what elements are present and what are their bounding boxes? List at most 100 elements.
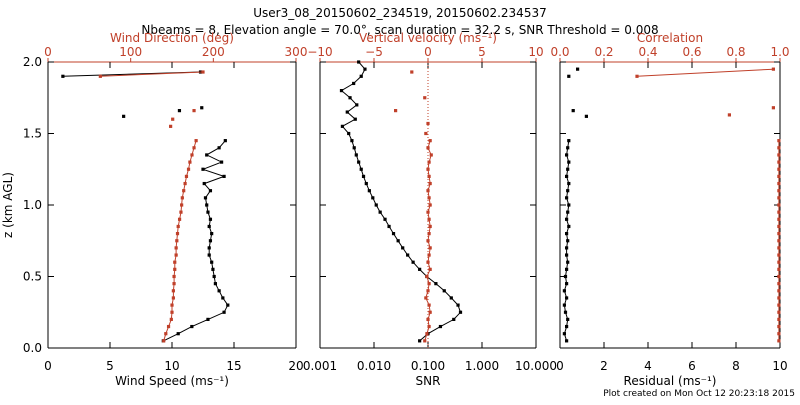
series-line	[100, 71, 204, 77]
data-point	[378, 210, 382, 214]
data-point	[401, 246, 405, 250]
data-point	[566, 189, 570, 193]
data-point	[201, 167, 205, 171]
data-point	[171, 117, 175, 121]
data-point	[567, 203, 571, 207]
series-5	[727, 106, 775, 117]
data-point	[565, 217, 569, 221]
data-point	[427, 174, 431, 178]
data-point	[410, 70, 414, 74]
data-point	[357, 160, 361, 164]
data-point	[205, 203, 209, 207]
data-point	[452, 317, 456, 321]
data-point	[207, 253, 211, 257]
data-point	[566, 260, 570, 264]
top-tick-label: 10	[528, 45, 543, 59]
data-point	[359, 74, 363, 78]
data-point	[170, 310, 174, 314]
data-point	[174, 246, 178, 250]
data-point	[424, 131, 428, 136]
data-point	[566, 317, 570, 321]
data-point	[166, 324, 171, 329]
bottom-tick-label: 2	[600, 359, 608, 373]
data-point	[340, 124, 345, 128]
bottom-axis-label: Wind Speed (ms⁻¹)	[115, 374, 229, 388]
data-point	[438, 324, 443, 329]
data-point	[565, 282, 569, 286]
data-point	[565, 153, 569, 157]
data-point	[357, 60, 361, 64]
data-point	[176, 332, 180, 336]
data-point	[169, 317, 173, 321]
data-point	[426, 260, 430, 264]
data-point	[426, 239, 430, 243]
data-point	[345, 110, 349, 114]
data-point	[777, 181, 781, 186]
data-point	[175, 232, 180, 236]
bottom-tick-label: 10	[164, 359, 179, 373]
data-point	[173, 267, 177, 271]
data-point	[428, 203, 432, 207]
data-point	[771, 67, 775, 71]
data-point	[210, 260, 214, 264]
data-point	[223, 139, 227, 143]
data-point	[428, 246, 432, 250]
data-point	[173, 260, 177, 264]
series-2	[567, 67, 588, 118]
data-point	[206, 317, 210, 321]
data-point	[201, 70, 205, 74]
y-tick-label: 2.0	[23, 55, 42, 69]
data-point	[777, 210, 781, 214]
data-point	[562, 303, 566, 307]
data-point	[571, 109, 575, 113]
data-point	[383, 217, 387, 221]
bottom-tick-label: 5	[106, 359, 114, 373]
data-point	[567, 224, 571, 229]
data-point	[566, 167, 570, 171]
y-tick-label: 1.5	[23, 127, 42, 141]
top-axis-label: Correlation	[637, 31, 703, 45]
top-tick-label: 100	[119, 45, 142, 59]
data-point	[418, 267, 422, 271]
data-point	[429, 153, 433, 157]
top-tick-label: 0.0	[550, 45, 569, 59]
data-point	[170, 303, 174, 307]
data-point	[566, 210, 570, 214]
top-tick-label: 1.0	[770, 45, 789, 59]
data-point	[190, 324, 194, 329]
data-point	[226, 303, 230, 307]
data-point	[565, 253, 569, 257]
top-tick-label: 0.8	[726, 45, 745, 59]
data-point	[200, 106, 204, 110]
data-point	[208, 217, 213, 221]
data-point	[186, 167, 191, 171]
data-point	[171, 289, 175, 293]
data-point	[566, 146, 570, 150]
series-1	[562, 139, 571, 343]
data-point	[394, 109, 398, 113]
data-point	[98, 74, 102, 78]
data-point	[208, 189, 213, 193]
series-4	[635, 67, 775, 78]
data-point	[211, 267, 215, 271]
data-point	[427, 324, 431, 329]
data-point	[427, 303, 431, 307]
data-point	[221, 296, 225, 300]
data-point	[190, 153, 194, 157]
data-point	[61, 74, 65, 78]
top-tick-label: 0.2	[594, 45, 613, 59]
series-4	[162, 139, 198, 343]
bottom-axis-label: Residual (ms⁻¹)	[624, 374, 717, 388]
data-point	[428, 224, 432, 229]
data-point	[205, 153, 209, 157]
y-tick-label: 0.5	[23, 270, 42, 284]
series-line	[636, 68, 774, 77]
data-point	[396, 239, 400, 243]
data-point	[206, 210, 210, 214]
top-tick-label: −10	[307, 45, 332, 59]
data-point	[359, 167, 363, 171]
data-point	[777, 317, 781, 321]
data-point	[428, 310, 432, 314]
data-point	[188, 160, 192, 164]
